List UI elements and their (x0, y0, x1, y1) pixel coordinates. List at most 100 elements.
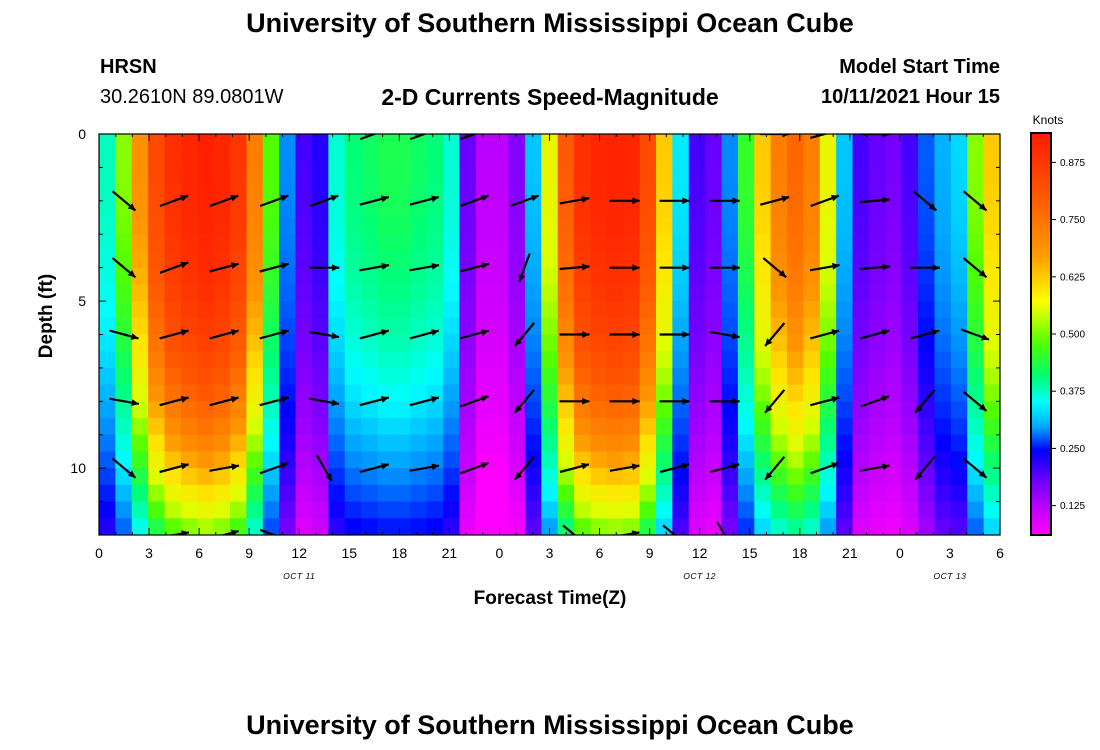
heatmap-cell (131, 134, 149, 152)
current-vector (259, 194, 289, 208)
heatmap-cell (868, 401, 886, 419)
heatmap-cell (492, 418, 510, 436)
current-vector (111, 190, 137, 212)
heatmap-cell (180, 334, 198, 352)
heatmap-cell (623, 384, 641, 402)
current-vector (259, 262, 289, 273)
heatmap-cell (426, 250, 444, 269)
heatmap-cell (803, 484, 821, 503)
heatmap-cell (377, 284, 395, 302)
heatmap-cell (180, 367, 198, 386)
heatmap-cell (393, 518, 411, 535)
heatmap-cell (721, 418, 739, 436)
heatmap-cell (459, 418, 477, 436)
heatmap-cell (328, 384, 346, 402)
heatmap-cell (262, 384, 280, 402)
heatmap-cell (541, 150, 559, 169)
heatmap-cell (262, 184, 280, 202)
heatmap-cell (492, 434, 510, 453)
heatmap-cell (590, 484, 608, 503)
heatmap-cell (852, 434, 870, 453)
heatmap-cell (410, 334, 428, 352)
heatmap-cell (950, 334, 968, 352)
current-vector (159, 261, 189, 274)
x-tick-label: 9 (245, 545, 253, 561)
heatmap-cell (901, 484, 919, 503)
date-label: OCT 11 (283, 571, 315, 581)
heatmap-cell (492, 468, 510, 486)
current-vector (859, 134, 890, 138)
heatmap-cell (606, 134, 624, 152)
heatmap-cell (836, 284, 854, 302)
heatmap-cell (377, 367, 395, 386)
heatmap-cell (787, 434, 805, 453)
heatmap-cell (311, 434, 329, 453)
heatmap-cell (885, 518, 903, 535)
heatmap-cell (639, 250, 657, 269)
heatmap-cell (541, 167, 559, 185)
heatmap-cell (492, 334, 510, 352)
heatmap-cell (426, 317, 444, 336)
heatmap-cell (410, 267, 428, 285)
heatmap-cell (983, 134, 1000, 152)
heatmap-cell (754, 301, 772, 319)
current-vector (609, 331, 640, 338)
heatmap-cell (295, 384, 313, 402)
heatmap-cell (230, 351, 248, 369)
heatmap-cell (459, 234, 477, 252)
current-vector (910, 329, 940, 340)
heatmap-cell (524, 301, 542, 319)
heatmap-cell (443, 284, 460, 302)
model-start-time: 10/11/2021 Hour 15 (820, 86, 1000, 108)
heatmap-cell (557, 234, 575, 252)
heatmap-cell (574, 217, 592, 235)
heatmap-cell (328, 418, 346, 436)
heatmap-cell (328, 284, 346, 302)
heatmap-cell (164, 351, 182, 369)
current-vector (659, 264, 690, 272)
heatmap-cell (262, 451, 280, 469)
current-vector (860, 329, 890, 340)
heatmap-cell (475, 418, 493, 436)
heatmap-cell (885, 184, 903, 202)
heatmap-cell (344, 150, 362, 169)
heatmap-cell (901, 150, 919, 169)
heatmap-cell (852, 250, 870, 269)
heatmap-cell (934, 418, 952, 436)
heatmap-cell (393, 501, 411, 519)
heatmap-cell (606, 401, 624, 419)
heatmap-cell (262, 250, 280, 269)
heatmap-cell (819, 200, 837, 219)
heatmap-cell (410, 184, 428, 202)
heatmap-cell (705, 451, 723, 469)
heatmap-cell (197, 250, 215, 269)
heatmap-cell (688, 250, 706, 269)
heatmap-cell (197, 501, 215, 519)
heatmap-cell (508, 367, 526, 386)
x-tick-label: 21 (442, 545, 458, 561)
heatmap-cell (852, 301, 870, 319)
heatmap-cell (574, 134, 592, 152)
heatmap-cell (688, 267, 706, 285)
heatmap-cell (918, 184, 936, 202)
current-vector (309, 330, 340, 340)
heatmap-cell (639, 434, 657, 453)
heatmap-cell (672, 267, 690, 285)
heatmap-cell (901, 468, 919, 486)
heatmap-cell (262, 484, 280, 503)
heatmap-cell (246, 401, 264, 419)
heatmap-cell (885, 434, 903, 453)
x-tick-label: 18 (792, 545, 808, 561)
heatmap-cell (983, 200, 1000, 219)
heatmap-cell (836, 334, 854, 352)
heatmap-cell (655, 484, 673, 503)
heatmap-cell (508, 484, 526, 503)
current-vector (559, 196, 590, 205)
heatmap-cell (443, 468, 460, 486)
heatmap-cell (131, 301, 149, 319)
heatmap-cell (426, 501, 444, 519)
heatmap-cell (541, 384, 559, 402)
heatmap-cell (918, 317, 936, 336)
heatmap-cell (99, 434, 116, 453)
heatmap-cell (213, 434, 231, 453)
